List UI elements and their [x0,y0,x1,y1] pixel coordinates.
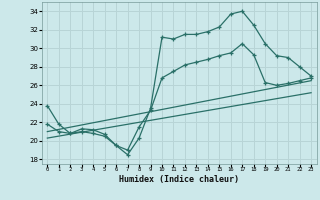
X-axis label: Humidex (Indice chaleur): Humidex (Indice chaleur) [119,175,239,184]
